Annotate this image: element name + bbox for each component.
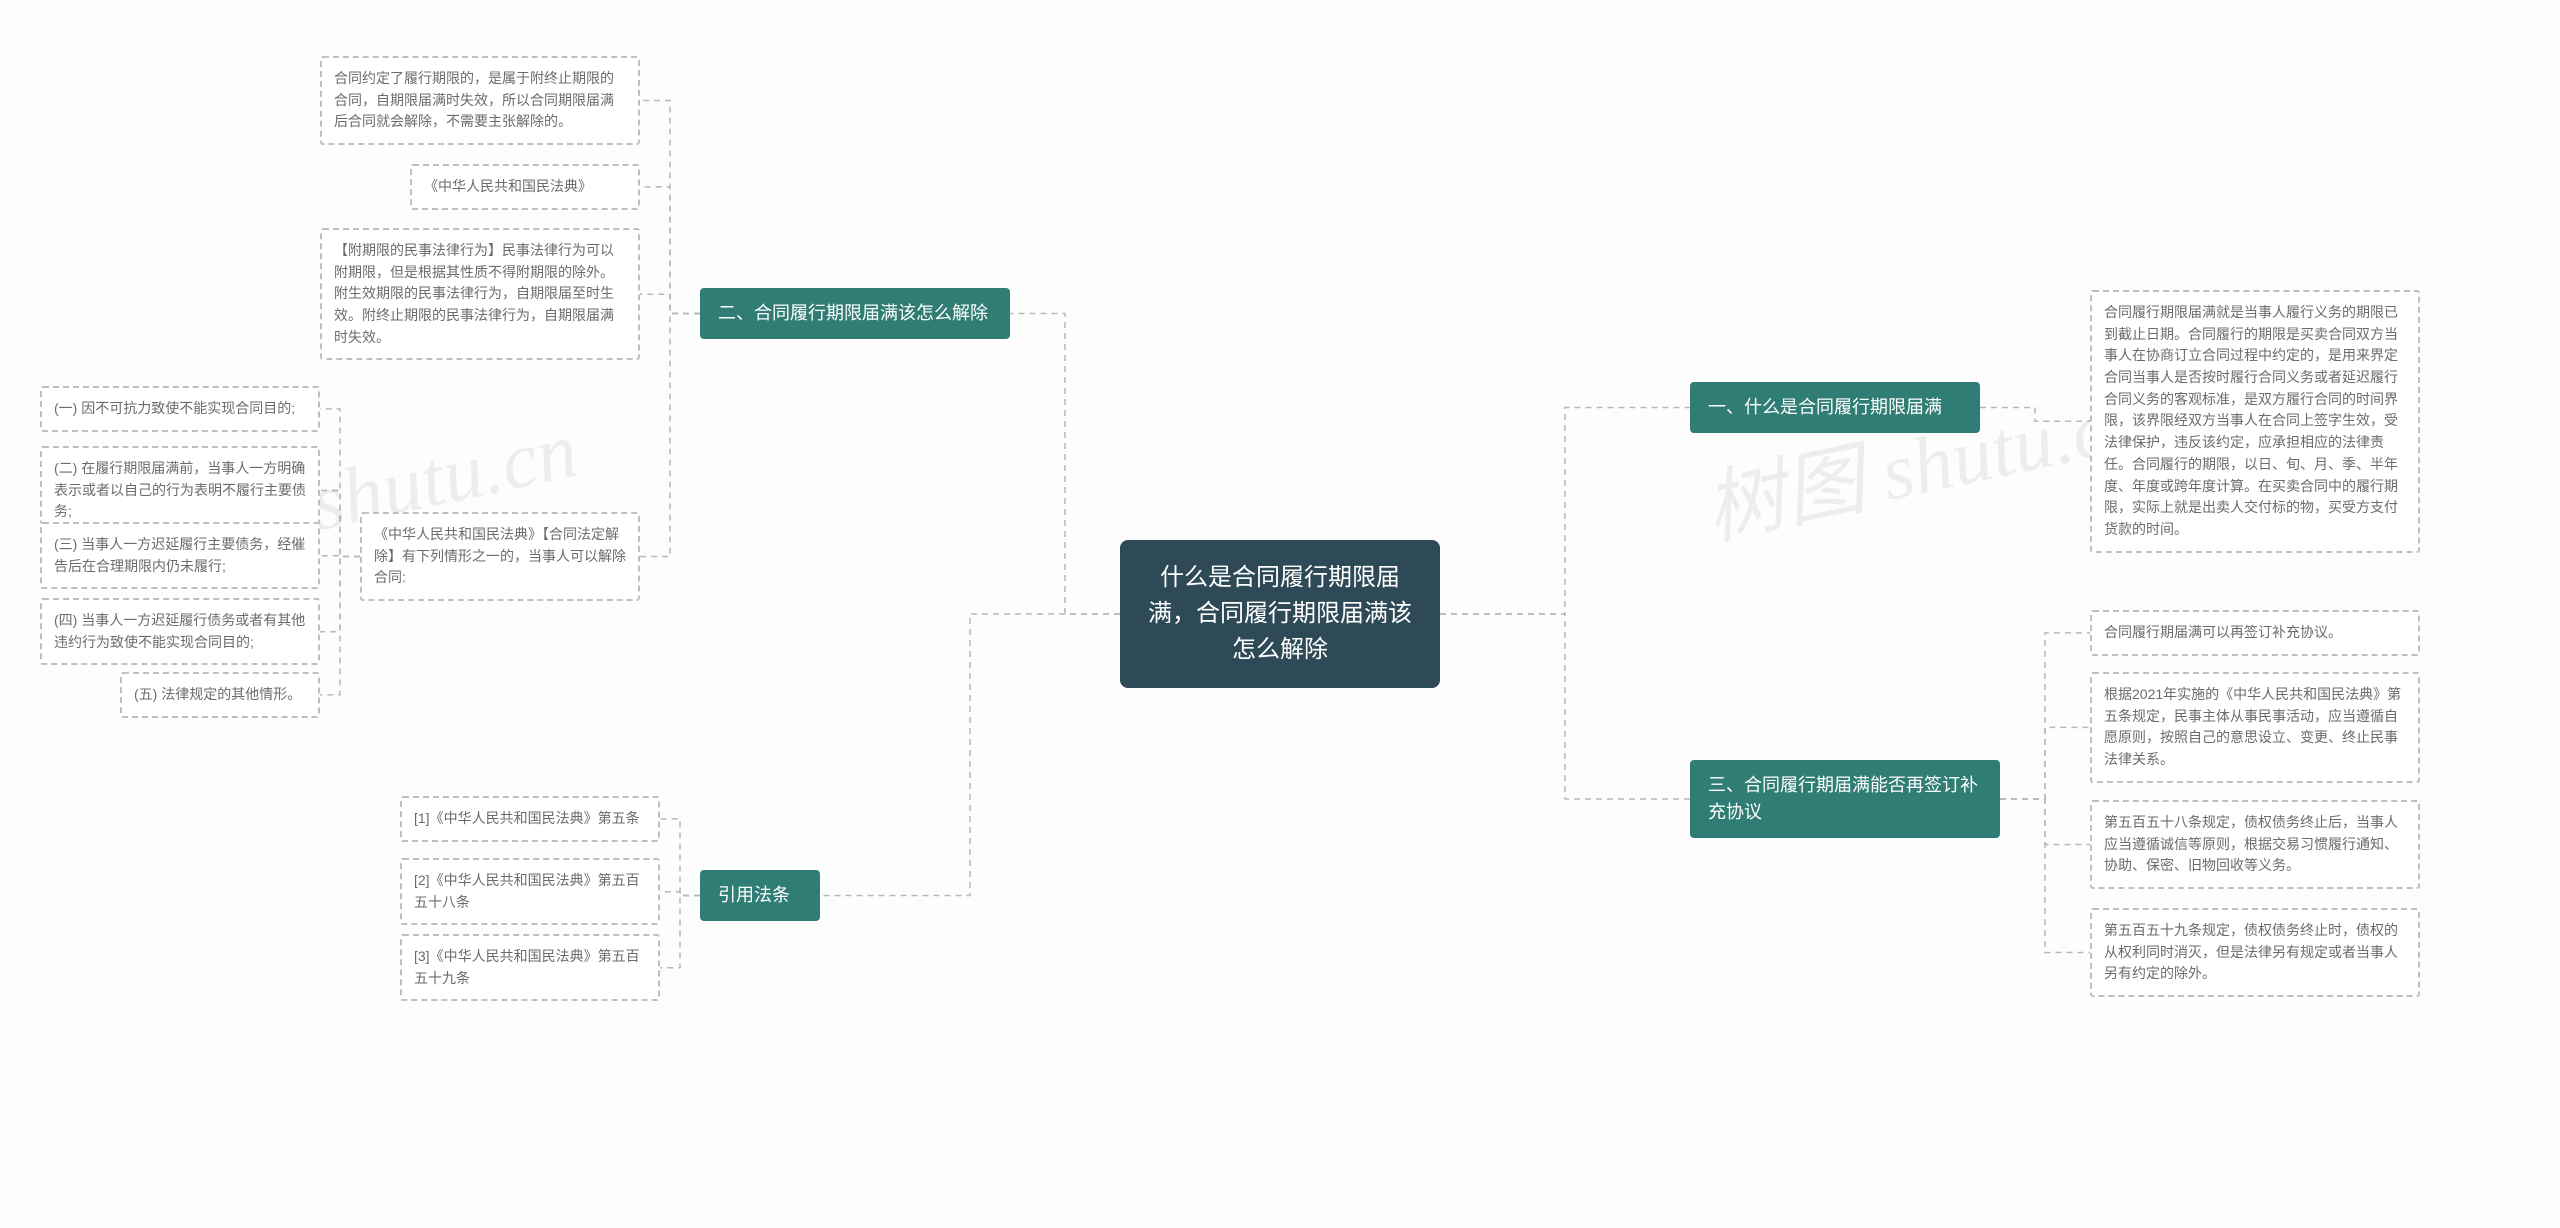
leaf-b3-1[interactable]: 合同履行期届满可以再签订补充协议。 xyxy=(2090,610,2420,656)
leaf-b3-3[interactable]: 第五百五十八条规定，债权债务终止后，当事人应当遵循诚信等原则，根据交易习惯履行通… xyxy=(2090,800,2420,889)
branch-4[interactable]: 引用法条 xyxy=(700,870,820,921)
leaf-b2-1[interactable]: 合同约定了履行期限的，是属于附终止期限的合同，自期限届满时失效，所以合同期限届满… xyxy=(320,56,640,145)
branch-3[interactable]: 三、合同履行期届满能否再签订补充协议 xyxy=(1690,760,2000,838)
leaf-b3-4[interactable]: 第五百五十九条规定，债权债务终止时，债权的从权利同时消灭，但是法律另有规定或者当… xyxy=(2090,908,2420,997)
leaf-b2-4-1[interactable]: (一) 因不可抗力致使不能实现合同目的; xyxy=(40,386,320,432)
leaf-b4-1[interactable]: [1]《中华人民共和国民法典》第五条 xyxy=(400,796,660,842)
center-topic[interactable]: 什么是合同履行期限届满，合同履行期限届满该怎么解除 xyxy=(1120,540,1440,688)
leaf-b3-2[interactable]: 根据2021年实施的《中华人民共和国民法典》第五条规定，民事主体从事民事活动，应… xyxy=(2090,672,2420,783)
leaf-b2-2[interactable]: 《中华人民共和国民法典》 xyxy=(410,164,640,210)
leaf-b2-3[interactable]: 【附期限的民事法律行为】民事法律行为可以附期限，但是根据其性质不得附期限的除外。… xyxy=(320,228,640,360)
leaf-b2-4-5[interactable]: (五) 法律规定的其他情形。 xyxy=(120,672,320,718)
leaf-b2-4-3[interactable]: (三) 当事人一方迟延履行主要债务，经催告后在合理期限内仍未履行; xyxy=(40,522,320,589)
branch-1[interactable]: 一、什么是合同履行期限届满 xyxy=(1690,382,1980,433)
leaf-b4-3[interactable]: [3]《中华人民共和国民法典》第五百五十九条 xyxy=(400,934,660,1001)
leaf-b4-2[interactable]: [2]《中华人民共和国民法典》第五百五十八条 xyxy=(400,858,660,925)
leaf-b2-4-4[interactable]: (四) 当事人一方迟延履行债务或者有其他违约行为致使不能实现合同目的; xyxy=(40,598,320,665)
leaf-b1-1[interactable]: 合同履行期限届满就是当事人履行义务的期限已到截止日期。合同履行的期限是买卖合同双… xyxy=(2090,290,2420,553)
leaf-b2-4[interactable]: 《中华人民共和国民法典》【合同法定解除】有下列情形之一的，当事人可以解除合同: xyxy=(360,512,640,601)
branch-2[interactable]: 二、合同履行期限届满该怎么解除 xyxy=(700,288,1010,339)
